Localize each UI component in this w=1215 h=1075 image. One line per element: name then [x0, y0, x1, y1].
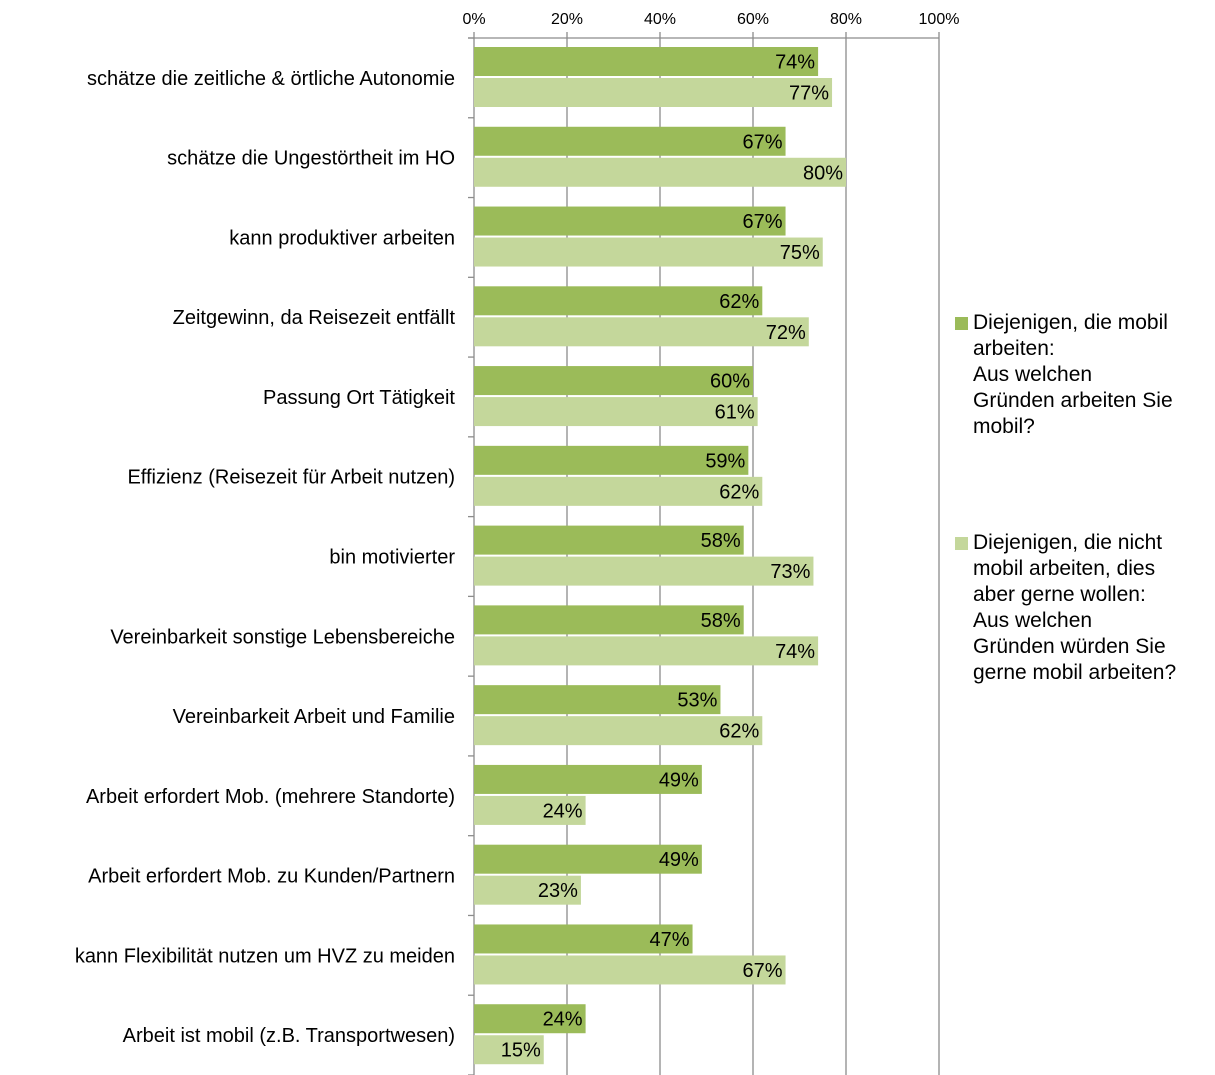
data-label: 73%	[770, 561, 810, 583]
data-label: 74%	[775, 641, 815, 663]
data-label: 49%	[659, 769, 699, 791]
legend-swatch-mobile-workers	[955, 317, 968, 330]
bar-series1-arbeit-erfordert-mob-zu-kunden-partnern	[474, 844, 702, 874]
data-label: 62%	[719, 291, 759, 313]
data-label: 49%	[659, 849, 699, 871]
bar-series1-vereinbarkeit-sonstige-lebensbereiche	[474, 605, 744, 635]
bar-series2-vereinbarkeit-arbeit-und-familie	[474, 716, 763, 746]
category-label: Effizienz (Reisezeit für Arbeit nutzen)	[127, 467, 455, 489]
category-label: schätze die zeitliche & örtliche Autonom…	[87, 68, 455, 90]
category-label: schätze die Ungestörtheit im HO	[167, 148, 455, 170]
data-label: 62%	[719, 481, 759, 503]
x-tick-label: 100%	[919, 11, 960, 28]
bar-series2-sch-tze-die-ungest-rtheit-im-ho	[474, 157, 846, 187]
bar-series1-passung-ort-t-tigkeit	[474, 366, 753, 396]
data-label: 58%	[701, 610, 741, 632]
data-label: 74%	[775, 52, 815, 74]
bar-series2-kann-produktiver-arbeiten	[474, 237, 823, 267]
data-label: 24%	[543, 1009, 583, 1031]
bar-series1-kann-produktiver-arbeiten	[474, 206, 786, 236]
bar-series1-effizienz-reisezeit-f-r-arbeit-nutzen	[474, 445, 749, 475]
legend-label-mobile-workers: Diejenigen, die mobil arbeiten: Aus welc…	[973, 311, 1173, 438]
data-label: 58%	[701, 530, 741, 552]
data-label: 67%	[743, 960, 783, 982]
data-label: 77%	[789, 83, 829, 105]
data-label: 47%	[650, 929, 690, 951]
bar-series1-kann-flexibilit-t-nutzen-um-hvz-zu-meiden	[474, 924, 693, 954]
bar-series2-arbeit-erfordert-mob-mehrere-standorte	[474, 795, 586, 825]
x-tick-label: 40%	[644, 11, 676, 28]
legend-swatch-would-like-mobile	[955, 537, 968, 550]
bar-series2-passung-ort-t-tigkeit	[474, 397, 758, 427]
category-label: bin motivierter	[329, 547, 455, 569]
category-label: Vereinbarkeit Arbeit und Familie	[173, 706, 455, 728]
bar-series2-bin-motivierter	[474, 556, 814, 586]
x-tick-label: 20%	[551, 11, 583, 28]
data-label: 23%	[538, 880, 578, 902]
x-tick-label: 80%	[830, 11, 862, 28]
bar-series1-vereinbarkeit-arbeit-und-familie	[474, 685, 721, 715]
bar-series2-arbeit-erfordert-mob-zu-kunden-partnern	[474, 875, 581, 905]
bar-series2-effizienz-reisezeit-f-r-arbeit-nutzen	[474, 476, 763, 506]
bar-series1-zeitgewinn-da-reisezeit-entf-llt	[474, 286, 763, 316]
data-label: 24%	[543, 800, 583, 822]
bar-series1-sch-tze-die-zeitliche-rtliche-autonomie	[474, 47, 819, 76]
data-label: 72%	[766, 322, 806, 344]
bar-series2-arbeit-ist-mobil-z-b-transportwesen	[474, 1035, 544, 1065]
category-label: kann Flexibilität nutzen um HVZ zu meide…	[75, 945, 455, 967]
category-label: Arbeit erfordert Mob. (mehrere Standorte…	[86, 786, 455, 808]
data-label: 59%	[705, 450, 745, 472]
bar-series1-sch-tze-die-ungest-rtheit-im-ho	[474, 126, 786, 156]
data-label: 62%	[719, 721, 759, 743]
bar-series1-arbeit-ist-mobil-z-b-transportwesen	[474, 1004, 586, 1034]
data-label: 53%	[677, 690, 717, 712]
bar-series2-zeitgewinn-da-reisezeit-entf-llt	[474, 317, 809, 347]
bar-series2-vereinbarkeit-sonstige-lebensbereiche	[474, 636, 819, 666]
x-tick-label: 0%	[462, 11, 485, 28]
bar-series2-sch-tze-die-zeitliche-rtliche-autonomie	[474, 78, 833, 107]
category-label: Arbeit erfordert Mob. zu Kunden/Partnern	[88, 866, 455, 888]
data-label: 80%	[803, 162, 843, 184]
category-label: Arbeit ist mobil (z.B. Transportwesen)	[123, 1025, 455, 1047]
category-label: kann produktiver arbeiten	[229, 227, 455, 249]
legend-label-would-like-mobile: Diejenigen, die nicht mobil arbeiten, di…	[973, 531, 1177, 684]
data-label: 75%	[780, 242, 820, 264]
data-label: 67%	[743, 131, 783, 153]
category-label: Vereinbarkeit sonstige Lebensbereiche	[110, 626, 455, 648]
data-label: 67%	[743, 211, 783, 233]
bar-series1-bin-motivierter	[474, 525, 744, 555]
x-tick-label: 60%	[737, 11, 769, 28]
category-label: Zeitgewinn, da Reisezeit entfällt	[173, 307, 456, 329]
data-label: 15%	[501, 1040, 541, 1062]
data-label: 61%	[715, 402, 755, 424]
bar-series1-arbeit-erfordert-mob-mehrere-standorte	[474, 764, 702, 794]
data-label: 60%	[710, 371, 750, 393]
bar-series2-kann-flexibilit-t-nutzen-um-hvz-zu-meiden	[474, 955, 786, 985]
category-label: Passung Ort Tätigkeit	[263, 387, 455, 409]
